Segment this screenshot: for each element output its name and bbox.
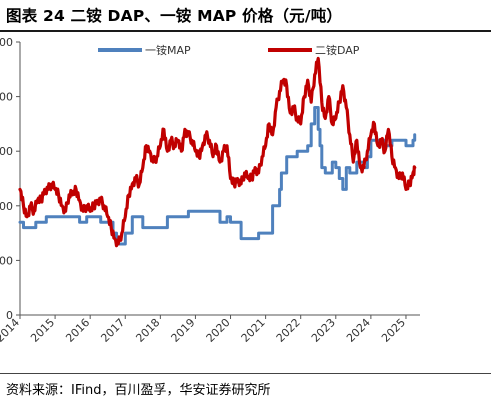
x-tick-label: 2025 [379, 316, 408, 345]
x-tick-label: 2017 [98, 316, 127, 345]
dap-legend-label: 二铵DAP [315, 43, 360, 57]
x-tick-label: 2019 [169, 316, 198, 345]
chart-title: 图表 24 二铵 DAP、一铵 MAP 价格（元/吨） [6, 7, 343, 25]
series-layer [18, 56, 417, 248]
x-tick-label: 2023 [309, 316, 338, 345]
y-tick-label: 0 [6, 309, 13, 322]
source-note: 资料来源：IFind，百川盈孚，华安证券研究所 [6, 383, 271, 398]
x-tick-label: 2016 [63, 316, 92, 345]
y-tick-label: 2000 [0, 200, 13, 213]
x-tick-label: 2021 [239, 316, 268, 345]
x-axis-ticks: 2014 2015 2016 2017 2018 2019 2020 2021 2022 2023… [0, 315, 408, 345]
y-tick-label: 5000 [0, 36, 13, 49]
legend: 一铵MAP 二铵DAP [98, 43, 360, 57]
y-tick-label: 1000 [0, 254, 13, 267]
y-axis-ticks: 0 1000 2000 3000 4000 5000 [0, 36, 20, 322]
x-tick-label: 2020 [204, 316, 233, 345]
dap-price-line [18, 56, 417, 248]
map-legend-label: 一铵MAP [145, 43, 191, 57]
x-tick-label: 2014 [0, 316, 22, 345]
x-tick-label: 2024 [344, 316, 373, 345]
price-line-chart: 010002000300040005000 201420152016201720… [0, 36, 420, 345]
x-tick-label: 2015 [28, 316, 57, 345]
x-tick-label: 2018 [133, 316, 162, 345]
plot-frame [19, 42, 420, 316]
map-price-line [18, 106, 417, 246]
y-tick-label: 3000 [0, 145, 13, 158]
y-tick-label: 4000 [0, 91, 13, 104]
source-divider [0, 373, 491, 374]
title-divider [0, 30, 491, 32]
x-tick-label: 2022 [274, 316, 303, 345]
